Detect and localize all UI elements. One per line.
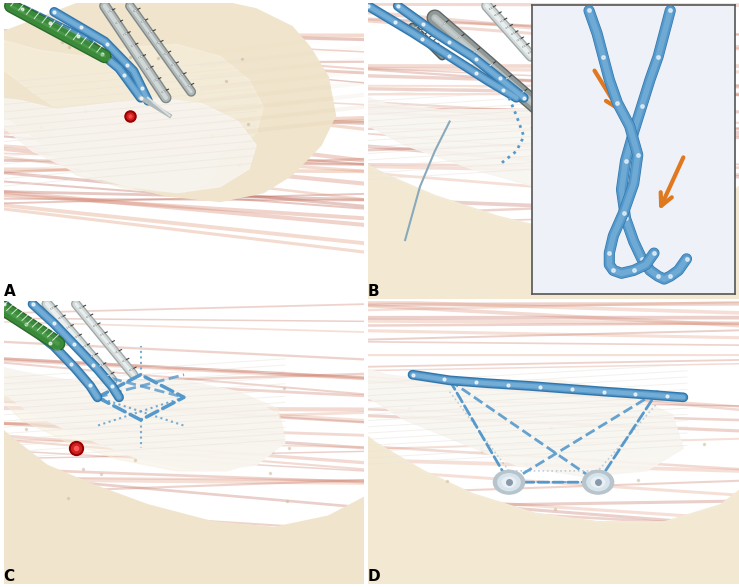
Polygon shape [0, 98, 256, 193]
Text: B: B [368, 284, 380, 299]
Polygon shape [331, 145, 739, 329]
Polygon shape [531, 122, 590, 151]
Circle shape [503, 477, 516, 487]
Text: A: A [4, 284, 16, 299]
Circle shape [494, 470, 525, 494]
Circle shape [498, 474, 520, 491]
Polygon shape [331, 409, 739, 587]
Polygon shape [0, 0, 336, 201]
Text: D: D [368, 569, 381, 584]
Circle shape [591, 477, 605, 487]
Polygon shape [331, 409, 739, 587]
Polygon shape [40, 116, 220, 193]
Polygon shape [0, 400, 401, 587]
Polygon shape [350, 363, 684, 477]
Polygon shape [531, 122, 590, 151]
Circle shape [582, 470, 613, 494]
Polygon shape [0, 369, 285, 471]
Polygon shape [0, 363, 285, 471]
Circle shape [587, 474, 609, 491]
Polygon shape [331, 145, 739, 329]
Polygon shape [0, 39, 263, 157]
Polygon shape [350, 92, 672, 195]
Text: C: C [4, 569, 15, 584]
